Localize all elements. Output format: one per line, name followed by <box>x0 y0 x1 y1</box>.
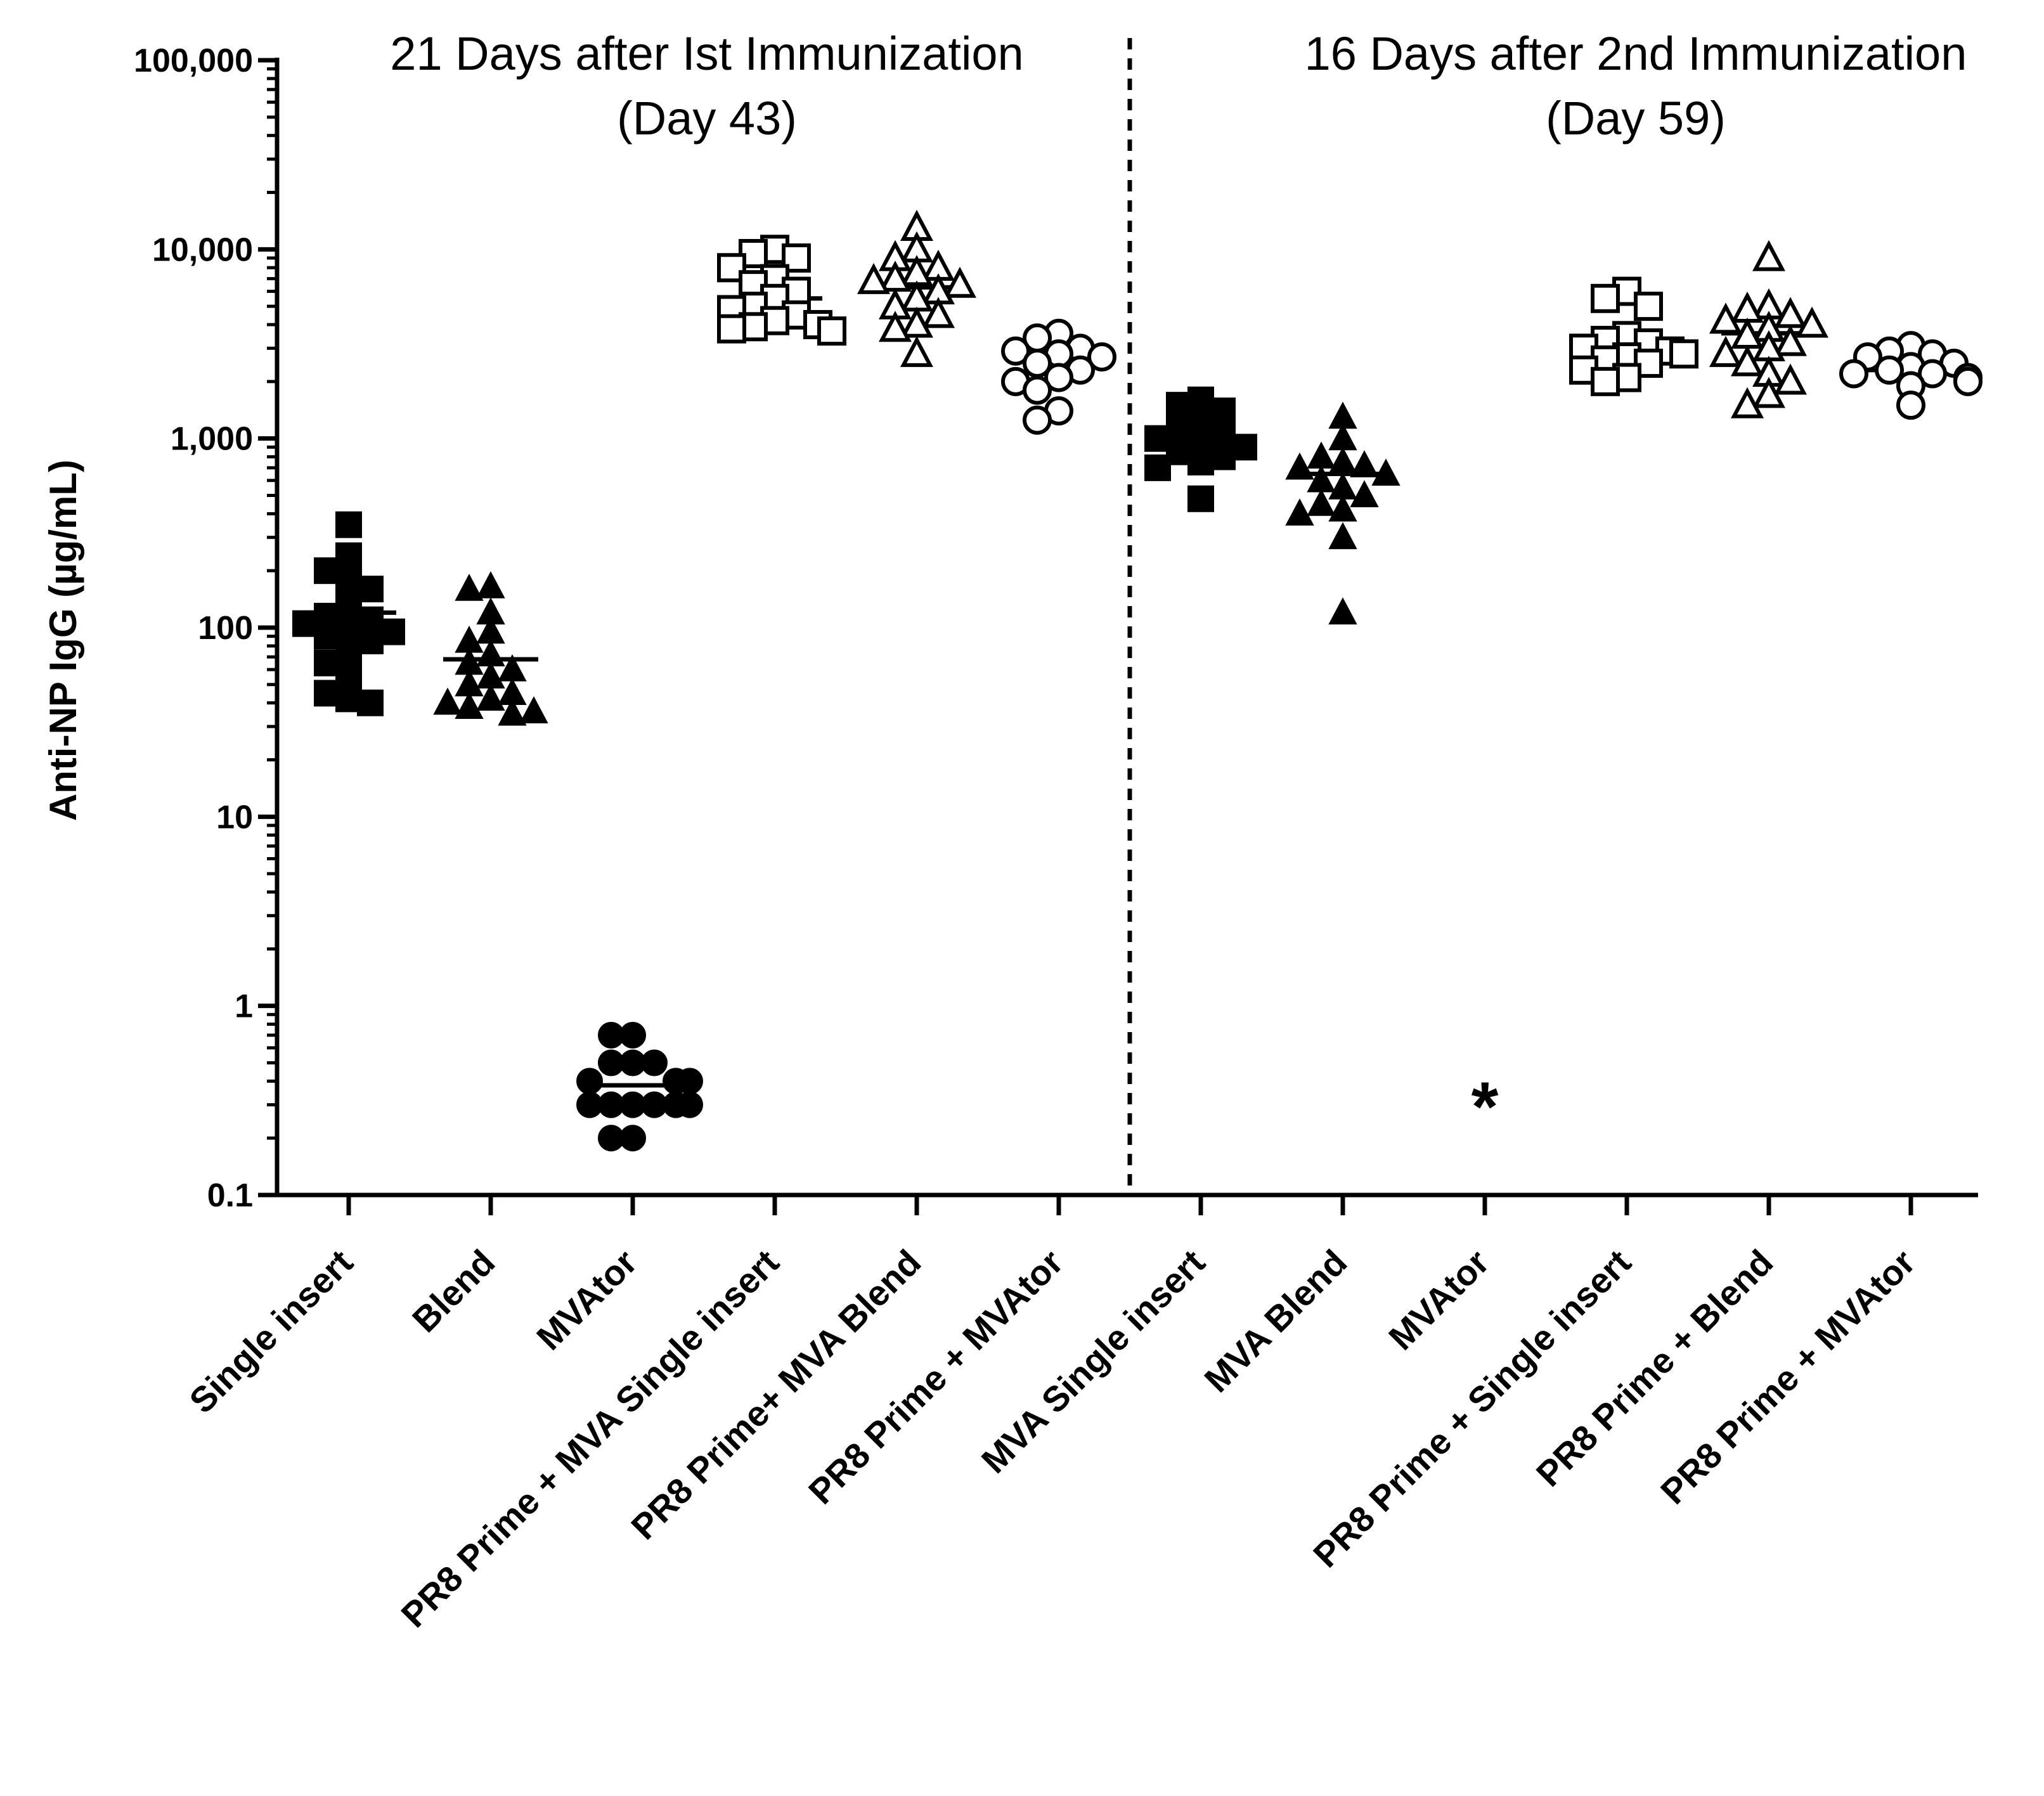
data-point-circle <box>1896 391 1925 420</box>
data-point-triangle <box>857 262 890 294</box>
y-tick-label: 1 <box>235 988 253 1025</box>
data-point-triangle <box>1795 306 1828 338</box>
data-point-circle <box>1839 359 1868 389</box>
data-point-triangle <box>1285 498 1314 526</box>
y-tick-label: 100,000 <box>134 42 253 79</box>
x-category-label: PR8 Prime + MVAtor <box>801 1242 1071 1512</box>
data-point-triangle <box>1328 522 1357 550</box>
data-point-circle <box>1918 359 1947 389</box>
data-point-square <box>335 511 362 538</box>
data-point-circle <box>1023 405 1052 435</box>
data-point-square <box>1187 485 1214 512</box>
x-category-label: Blend <box>404 1242 503 1340</box>
data-point-triangle <box>1774 363 1807 395</box>
data-points <box>292 209 1983 1152</box>
data-point-square <box>1669 339 1698 369</box>
data-point-triangle <box>1328 494 1357 522</box>
data-point-square <box>1144 425 1171 452</box>
data-point-circle <box>1875 355 1904 385</box>
data-point-square <box>782 243 811 273</box>
panel-title-day59-line1: 16 Days after 2nd Immunization <box>1305 27 1967 80</box>
data-point-circle <box>598 1021 624 1049</box>
data-point-triangle <box>476 571 505 598</box>
data-point-square <box>1591 283 1620 313</box>
data-point-triangle <box>1285 452 1314 480</box>
data-point-circle <box>676 1068 703 1095</box>
data-point-triangle <box>1350 480 1379 508</box>
data-point-circle <box>598 1049 624 1076</box>
x-category-label: MVA Blend <box>1196 1242 1354 1400</box>
data-point-circle <box>1001 336 1030 366</box>
data-point-circle <box>676 1091 703 1118</box>
x-category-label: Single insert <box>181 1242 360 1421</box>
data-point-circle <box>576 1091 603 1118</box>
x-category-label: MVAtor <box>1381 1242 1496 1357</box>
data-point-square <box>1187 448 1214 475</box>
data-point-square <box>1634 292 1663 321</box>
y-tick-label: 10 <box>216 799 253 836</box>
data-point-triangle <box>900 255 933 287</box>
data-point-square <box>1144 454 1171 481</box>
data-point-circle <box>1023 375 1052 405</box>
y-tick-label: 1,000 <box>171 421 253 458</box>
data-point-triangle <box>1731 292 1764 323</box>
axes <box>275 38 1978 1198</box>
data-point-triangle <box>1709 302 1742 334</box>
data-point-triangle <box>498 698 527 726</box>
data-point-triangle <box>1350 450 1379 477</box>
x-category-label: MVAtor <box>529 1242 644 1357</box>
data-point-circle <box>1087 342 1116 371</box>
data-point-square <box>357 689 384 716</box>
data-point-triangle <box>455 692 484 719</box>
data-point-square <box>1591 366 1620 396</box>
y-tick-label: 100 <box>198 610 253 647</box>
data-point-triangle <box>455 573 484 601</box>
data-point-triangle <box>1328 597 1357 624</box>
panel-title-day59-line2: (Day 59) <box>1546 92 1726 145</box>
data-point-circle <box>598 1125 624 1152</box>
data-point-triangle <box>900 306 933 338</box>
data-point-triangle <box>879 311 912 342</box>
data-point-circle <box>1044 363 1073 392</box>
y-ticks: 0.1 1 10 100 1,000 10,000 100,000 <box>134 42 277 1214</box>
data-point-triangle <box>900 335 933 367</box>
data-point-triangle <box>943 266 976 298</box>
x-category-label: PR8 Prime + MVAtor <box>1653 1242 1923 1512</box>
data-point-triangle <box>1328 446 1357 474</box>
data-point-triangle <box>1307 488 1336 516</box>
data-point-triangle <box>1774 325 1807 356</box>
y-tick-label: 10,000 <box>152 231 253 268</box>
data-point-square <box>717 314 746 344</box>
data-point-circle <box>641 1049 668 1076</box>
x-category-label: PR8 Prime + Blend <box>1529 1242 1781 1494</box>
data-point-circle <box>1953 366 1983 396</box>
data-point-triangle <box>922 297 955 328</box>
data-point-triangle <box>1371 458 1400 486</box>
annotation-asterisk: * <box>1472 1068 1499 1146</box>
data-point-triangle <box>476 683 505 711</box>
data-point-triangle <box>1731 387 1764 418</box>
data-point-triangle <box>1731 345 1764 377</box>
data-point-square <box>817 316 846 346</box>
panel-title-day43-line2: (Day 43) <box>617 92 797 145</box>
data-point-triangle <box>519 696 548 723</box>
data-point-triangle <box>1752 240 1785 271</box>
y-axis-label: Anti-NP IgG (µg/mL) <box>42 460 84 821</box>
data-point-circle <box>576 1068 603 1095</box>
data-point-triangle <box>433 687 462 715</box>
y-tick-label: 0.1 <box>207 1177 253 1214</box>
x-category-label: PR8 Prime+ MVA Blend <box>623 1242 928 1547</box>
data-point-triangle <box>1752 377 1785 408</box>
data-point-triangle <box>1709 335 1742 367</box>
panel-title-day43-line1: 21 Days after Ist Immunization <box>390 27 1023 80</box>
